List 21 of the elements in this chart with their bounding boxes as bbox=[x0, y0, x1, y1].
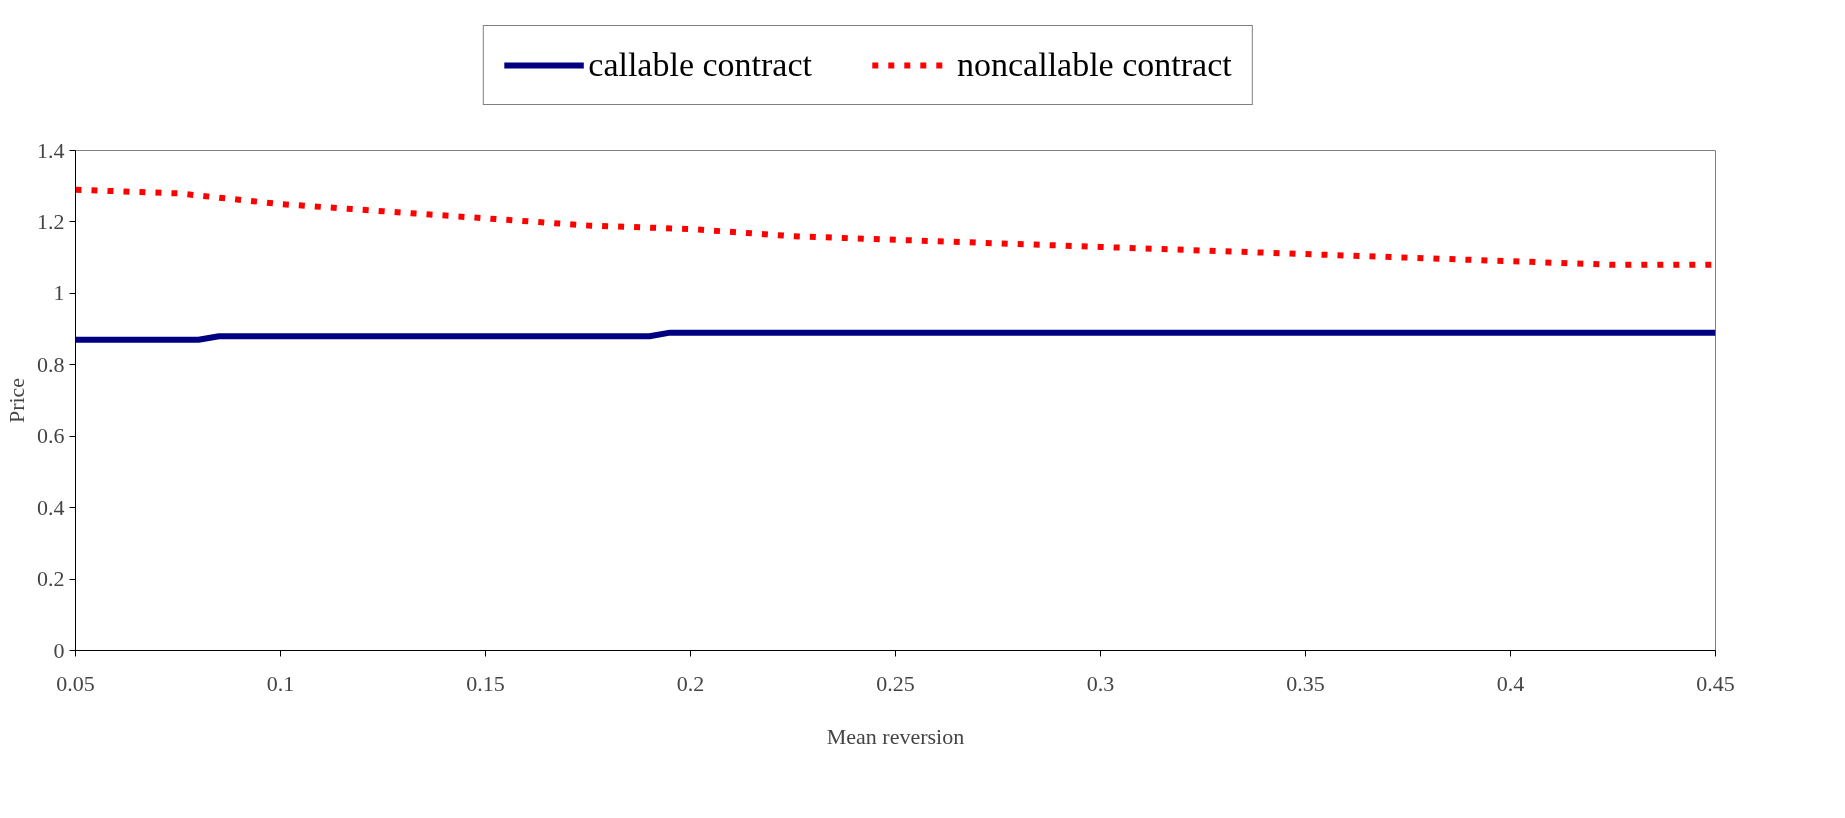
y-tick-label: 0.4 bbox=[37, 494, 65, 520]
x-tick-label: 0.05 bbox=[56, 670, 95, 696]
x-tick-label: 0.35 bbox=[1286, 670, 1325, 696]
legend-label: callable contract bbox=[588, 46, 812, 84]
y-axis-title: Price bbox=[4, 377, 29, 424]
x-tick-label: 0.1 bbox=[266, 670, 295, 696]
y-tick-label: 0.8 bbox=[37, 351, 65, 377]
x-tick-label: 0.45 bbox=[1696, 670, 1735, 696]
y-tick-label: 0.2 bbox=[37, 566, 65, 592]
x-tick-label: 0.15 bbox=[466, 670, 505, 696]
y-tick-label: 0 bbox=[53, 637, 65, 663]
y-tick-label: 1 bbox=[53, 280, 65, 306]
x-tick-label: 0.25 bbox=[876, 670, 915, 696]
legend-label: noncallable contract bbox=[957, 46, 1232, 84]
y-tick-label: 1.4 bbox=[37, 137, 65, 163]
x-tick-label: 0.4 bbox=[1496, 670, 1525, 696]
x-tick-label: 0.3 bbox=[1086, 670, 1115, 696]
x-tick-label: 0.2 bbox=[676, 670, 705, 696]
x-axis-title: Mean reversion bbox=[826, 723, 965, 749]
y-tick-label: 1.2 bbox=[37, 208, 65, 234]
y-tick-label: 0.6 bbox=[37, 423, 65, 449]
